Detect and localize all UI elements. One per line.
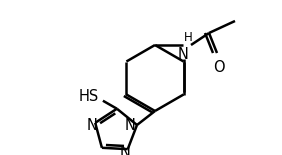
Text: H: H bbox=[184, 31, 193, 44]
Text: N: N bbox=[87, 118, 98, 133]
Text: N: N bbox=[119, 145, 130, 155]
Text: N: N bbox=[125, 119, 136, 133]
Text: N: N bbox=[178, 47, 188, 62]
Text: O: O bbox=[213, 60, 225, 75]
Text: HS: HS bbox=[79, 89, 99, 104]
